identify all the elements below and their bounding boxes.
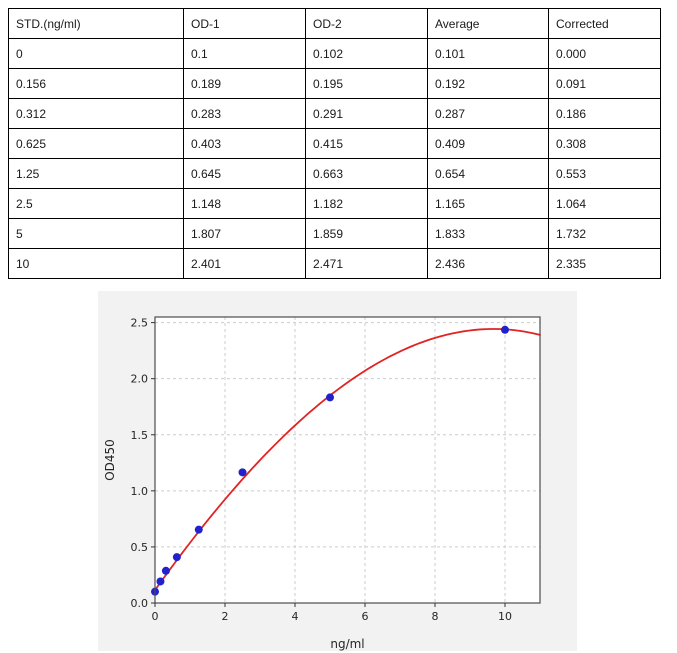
table-cell: 0.291 bbox=[305, 98, 428, 129]
column-header: OD-1 bbox=[183, 8, 306, 39]
x-tick-label: 2 bbox=[222, 610, 229, 623]
standard-curve-chart: 0 2 4 6 8 10 0.0 0.5 1.0 1.5 2.0 2.5 ng/ml OD450 bbox=[103, 316, 541, 651]
table-cell: 2.471 bbox=[305, 248, 428, 279]
y-axis-label: OD450 bbox=[103, 439, 117, 481]
table-row: 10 2.401 2.471 2.436 2.335 bbox=[8, 248, 661, 279]
table-cell: 0.156 bbox=[8, 68, 184, 99]
x-tick-label: 6 bbox=[362, 610, 369, 623]
x-tick-label: 0 bbox=[152, 610, 159, 623]
data-point bbox=[238, 468, 247, 477]
table-cell: 0.663 bbox=[305, 158, 428, 189]
table-cell: 0.186 bbox=[548, 98, 661, 129]
x-tick-label: 4 bbox=[292, 610, 299, 623]
table-cell: 0.287 bbox=[427, 98, 549, 129]
column-header: Corrected bbox=[548, 8, 661, 39]
table-cell: 1.165 bbox=[427, 188, 549, 219]
x-axis-label: ng/ml bbox=[330, 637, 364, 651]
table-cell: 0.415 bbox=[305, 128, 428, 159]
table-cell: 0.195 bbox=[305, 68, 428, 99]
table-cell: 0.409 bbox=[427, 128, 549, 159]
table-row: 0.156 0.189 0.195 0.192 0.091 bbox=[8, 68, 661, 99]
data-point bbox=[194, 525, 203, 534]
table-header-row: STD.(ng/ml) OD-1 OD-2 Average Corrected bbox=[8, 8, 661, 39]
y-tick-label: 1.5 bbox=[131, 429, 149, 442]
x-tick-label: 10 bbox=[498, 610, 512, 623]
table-row: 0 0.1 0.102 0.101 0.000 bbox=[8, 38, 661, 69]
table-cell: 0.000 bbox=[548, 38, 661, 69]
data-point bbox=[501, 325, 509, 334]
table-row: 1.25 0.645 0.663 0.654 0.553 bbox=[8, 158, 661, 189]
table-cell: 1.064 bbox=[548, 188, 661, 219]
table-cell: 0.101 bbox=[427, 38, 549, 69]
fit-curve bbox=[154, 328, 541, 591]
table-cell: 1.148 bbox=[183, 188, 306, 219]
table-cell: 1.859 bbox=[305, 218, 428, 249]
y-tick-label: 2.0 bbox=[131, 373, 149, 386]
table-cell: 0.283 bbox=[183, 98, 306, 129]
table-cell: 0.645 bbox=[183, 158, 306, 189]
standards-table: STD.(ng/ml) OD-1 OD-2 Average Corrected 0 0.1… bbox=[8, 8, 661, 279]
table-cell: 0.091 bbox=[548, 68, 661, 99]
plot-border bbox=[154, 316, 541, 604]
table-cell: 2.401 bbox=[183, 248, 306, 279]
table-cell: 2.335 bbox=[548, 248, 661, 279]
table-cell: 1.807 bbox=[183, 218, 306, 249]
table-row: 2.5 1.148 1.182 1.165 1.064 bbox=[8, 188, 661, 219]
table-cell: 0.1 bbox=[183, 38, 306, 69]
data-point bbox=[161, 566, 170, 575]
column-header: OD-2 bbox=[305, 8, 428, 39]
table-cell: 0.308 bbox=[548, 128, 661, 159]
y-tick-label: 0.5 bbox=[131, 541, 149, 554]
table-cell: 10 bbox=[8, 248, 184, 279]
table-cell: 0.189 bbox=[183, 68, 306, 99]
table-cell: 0.403 bbox=[183, 128, 306, 159]
y-tick-label: 1.0 bbox=[131, 485, 149, 498]
column-header: STD.(ng/ml) bbox=[8, 8, 184, 39]
table-cell: 5 bbox=[8, 218, 184, 249]
y-tick-label: 2.5 bbox=[131, 317, 149, 330]
table-cell: 1.25 bbox=[8, 158, 184, 189]
table-cell: 1.833 bbox=[427, 218, 549, 249]
table-cell: 2.5 bbox=[8, 188, 184, 219]
standard-curve-figure: 0 2 4 6 8 10 0.0 0.5 1.0 1.5 2.0 2.5 ng/ml OD450 bbox=[98, 291, 577, 651]
table-cell: 0.312 bbox=[8, 98, 184, 129]
data-point bbox=[326, 393, 334, 402]
table-cell: 0.102 bbox=[305, 38, 428, 69]
table-row: 0.312 0.283 0.291 0.287 0.186 bbox=[8, 98, 661, 129]
table-row: 5 1.807 1.859 1.833 1.732 bbox=[8, 218, 661, 249]
table-cell: 1.732 bbox=[548, 218, 661, 249]
table-row: 0.625 0.403 0.415 0.409 0.308 bbox=[8, 128, 661, 159]
table-cell: 0.654 bbox=[427, 158, 549, 189]
data-point bbox=[172, 553, 181, 562]
table-cell: 0 bbox=[8, 38, 184, 69]
table-cell: 0.192 bbox=[427, 68, 549, 99]
column-header: Average bbox=[427, 8, 549, 39]
table-cell: 0.553 bbox=[548, 158, 661, 189]
plot-area bbox=[155, 317, 540, 603]
table-cell: 2.436 bbox=[427, 248, 549, 279]
y-tick-label: 0.0 bbox=[131, 597, 149, 610]
table-cell: 1.182 bbox=[305, 188, 428, 219]
data-point bbox=[156, 577, 165, 586]
table-cell: 0.625 bbox=[8, 128, 184, 159]
x-tick-label: 8 bbox=[432, 610, 439, 623]
